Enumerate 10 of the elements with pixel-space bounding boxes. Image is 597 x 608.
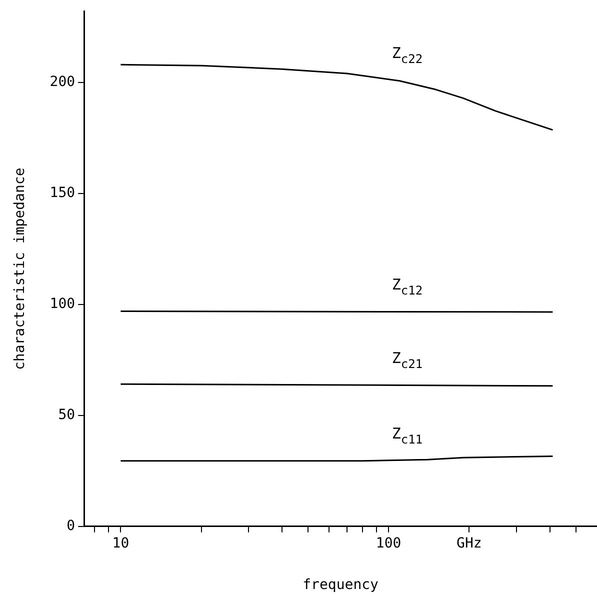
y-axis-title: characteristic impedance [12, 168, 28, 370]
y-tick-label: 0 [66, 518, 76, 534]
y-tick-label: 50 [58, 407, 76, 424]
x-tick-label: GHz [456, 535, 482, 552]
y-tick-label: 150 [50, 185, 76, 202]
x-tick-label: 10 [112, 535, 130, 552]
y-tick-label: 100 [50, 296, 76, 312]
y-tick-label: 200 [50, 74, 76, 90]
x-axis-title: frequency [302, 577, 378, 594]
x-tick-label: 100 [376, 535, 402, 552]
